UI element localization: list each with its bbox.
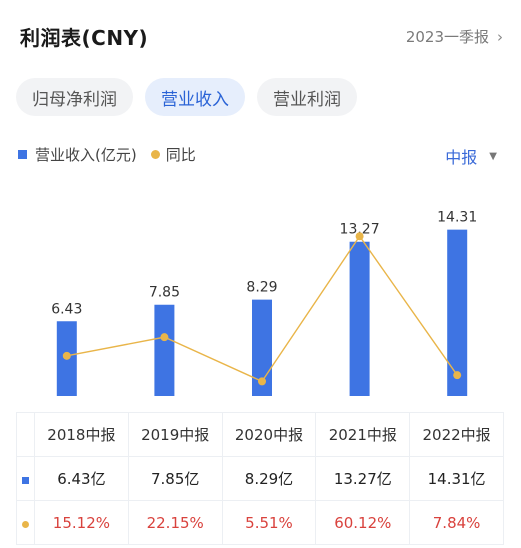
year-cell: 2018中报 bbox=[34, 412, 129, 457]
line-legend-dot bbox=[150, 150, 160, 159]
yoy-point bbox=[453, 371, 462, 380]
tab-revenue[interactable]: 营业收入 bbox=[145, 78, 245, 116]
table-row-years: 2018中报 2019中报 2020中报 2021中报 2022中报 bbox=[16, 412, 504, 457]
chart-legend: 营业收入(亿元) 同比 bbox=[18, 144, 196, 165]
year-cell: 2020中报 bbox=[221, 412, 317, 457]
revenue-chart: 6.43 7.85 8.29 13.27 14.31 bbox=[51, 210, 477, 396]
report-type-label: 中报 bbox=[445, 148, 478, 167]
period-label: 2023一季报 bbox=[405, 28, 489, 46]
line-marker-icon bbox=[22, 520, 29, 528]
revenue-bar bbox=[349, 241, 370, 396]
header: 利润表(CNY) 2023一季报 › bbox=[0, 0, 521, 72]
yoy-point bbox=[355, 232, 364, 241]
revenue-bar bbox=[252, 299, 272, 396]
year-cell: 2019中报 bbox=[127, 412, 223, 457]
bar-legend-square bbox=[18, 150, 27, 159]
revenue-row-marker bbox=[16, 456, 35, 501]
yoy-cell: 15.12% bbox=[34, 500, 129, 545]
period-selector[interactable]: 2023一季报 › bbox=[406, 26, 503, 47]
yoy-cell: 60.12% bbox=[315, 500, 411, 545]
revenue-cell: 13.27亿 bbox=[315, 456, 411, 501]
bar-value-label: 14.31 bbox=[437, 210, 477, 226]
table-row-yoy: 15.12% 22.15% 5.51% 60.12% 7.84% bbox=[16, 500, 504, 545]
bar-legend-label: 营业收入(亿元) bbox=[35, 146, 137, 164]
tab-net-profit[interactable]: 归母净利润 bbox=[16, 78, 133, 116]
table-corner-cell bbox=[16, 412, 35, 457]
revenue-bar bbox=[154, 304, 175, 396]
yoy-cell: 7.84% bbox=[409, 500, 504, 545]
revenue-bar bbox=[447, 229, 468, 396]
yoy-row-marker bbox=[16, 500, 35, 545]
chevron-right-icon: › bbox=[497, 27, 503, 46]
revenue-cell: 7.85亿 bbox=[127, 456, 223, 501]
year-cell: 2021中报 bbox=[315, 412, 411, 457]
revenue-cell: 8.29亿 bbox=[221, 456, 317, 501]
yoy-cell: 5.51% bbox=[221, 500, 317, 545]
revenue-cell: 14.31亿 bbox=[409, 456, 504, 501]
yoy-point bbox=[160, 333, 169, 342]
data-table: 2018中报 2019中报 2020中报 2021中报 2022中报 6.43亿… bbox=[16, 412, 504, 545]
yoy-cell: 22.15% bbox=[127, 500, 223, 545]
bar-value-label: 8.29 bbox=[246, 280, 277, 296]
bar-value-label: 6.43 bbox=[51, 301, 82, 317]
bar-value-label: 13.27 bbox=[340, 222, 380, 238]
bar-marker-icon bbox=[22, 476, 29, 484]
metric-tabs: 归母净利润 营业收入 营业利润 bbox=[16, 78, 357, 116]
tab-operating-profit[interactable]: 营业利润 bbox=[257, 78, 357, 116]
line-legend-label: 同比 bbox=[165, 146, 196, 164]
report-type-dropdown[interactable]: 中报 ▼ bbox=[445, 144, 497, 168]
year-cell: 2022中报 bbox=[409, 412, 504, 457]
table-row-revenue: 6.43亿 7.85亿 8.29亿 13.27亿 14.31亿 bbox=[16, 456, 504, 501]
revenue-cell: 6.43亿 bbox=[34, 456, 129, 501]
yoy-point bbox=[258, 377, 266, 386]
yoy-point bbox=[62, 351, 71, 360]
page-title: 利润表(CNY) bbox=[20, 26, 149, 50]
caret-down-icon: ▼ bbox=[489, 150, 497, 162]
bar-value-label: 7.85 bbox=[149, 285, 180, 301]
